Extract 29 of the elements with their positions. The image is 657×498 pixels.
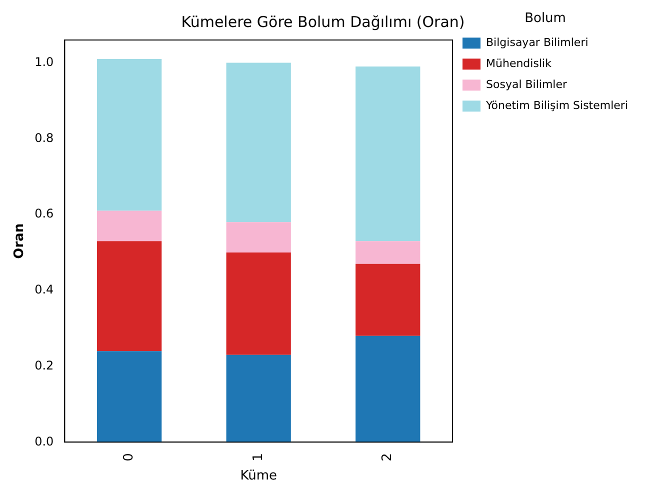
bar [226,252,291,355]
bar [356,66,420,242]
bar [226,222,291,252]
bar [226,354,291,442]
y-tick-label: 0.8 [34,130,54,145]
y-tick-label: 1.0 [34,54,54,69]
y-tick-label: 0.6 [34,206,54,221]
y-tick-label: 0.2 [34,358,54,372]
bar [97,351,162,442]
bar [226,62,291,222]
y-axis-title: Oran [12,223,28,259]
bar [97,58,162,211]
chart-title: Kümelere Göre Bolum Dağılımı (Oran) [181,12,465,31]
legend-label: Yönetim Bilişim Sistemleri [485,98,628,112]
bar [356,336,420,442]
y-tick-label: 0.4 [34,282,54,297]
bar [356,264,420,336]
legend-title: Bolum [524,10,566,26]
x-tick-label: 1 [250,453,266,462]
bar [97,241,162,352]
y-tick-label: 0.0 [34,434,54,448]
x-axis-title: Küme [240,468,277,484]
legend-label: Sosyal Bilimler [486,78,568,91]
legend-label: Bilgisayar Bilimleri [486,36,588,49]
bar [356,241,420,264]
bar [97,210,162,242]
legend-label: Mühendislik [486,56,552,70]
x-tick-label: 2 [380,453,396,462]
x-tick-label: 0 [122,453,137,462]
